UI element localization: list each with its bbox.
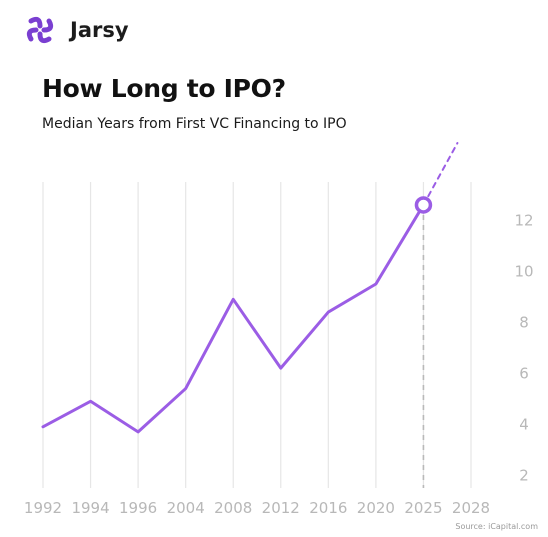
y-tick-label: 2 (519, 466, 529, 484)
y-tick-label: 8 (519, 313, 529, 331)
x-tick-label: 2028 (452, 499, 490, 517)
x-tick-label: 2008 (214, 499, 252, 517)
chart-subtitle: Median Years from First VC Financing to … (42, 116, 347, 132)
x-tick-label: 2016 (309, 499, 347, 517)
brand-logo: Jarsy (22, 12, 129, 48)
series-line (41, 203, 425, 434)
y-tick-label: 6 (519, 364, 529, 382)
x-tick-label: 1992 (24, 499, 62, 517)
y-tick-label: 10 (514, 262, 533, 280)
brand-name: Jarsy (70, 18, 129, 42)
jarsy-logo-icon (26, 16, 54, 44)
source-note: Source: iCapital.com (455, 522, 538, 531)
x-tick-label: 2020 (357, 499, 395, 517)
x-tick-label: 2004 (167, 499, 205, 517)
chart-title: How Long to IPO? (42, 74, 286, 103)
highlight-marker (414, 196, 433, 214)
x-tick-label: 1996 (119, 499, 157, 517)
x-tick-label: 2012 (262, 499, 300, 517)
projection-line (422, 142, 459, 206)
x-tick-label: 1994 (71, 499, 109, 517)
x-tick-label: 2025 (404, 499, 442, 517)
y-tick-label: 12 (514, 211, 533, 229)
y-tick-label: 4 (519, 415, 529, 433)
